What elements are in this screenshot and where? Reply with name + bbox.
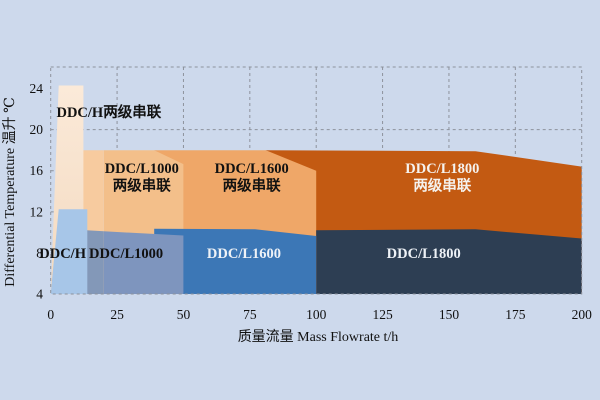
y-axis-title: Differential Temperature 温升 ℃ <box>2 97 18 287</box>
y-tick-label: 8 <box>36 245 43 260</box>
y-tick-label: 4 <box>36 287 43 302</box>
x-tick-label: 100 <box>306 307 327 322</box>
region-label-ddc-h-two-stage: DDC/H两级串联 <box>56 103 161 121</box>
plot-border <box>50 66 583 295</box>
x-tick-label: 175 <box>505 307 526 322</box>
region-label-ddc-l1800-two-stage: 两级串联 <box>413 177 471 195</box>
region-label-ddc-l1000-two-stage: DDC/L1000 <box>105 161 179 177</box>
x-tick-label: 50 <box>177 307 191 322</box>
region-label-ddc-l1800: DDC/L1800 <box>387 246 461 262</box>
region-label-ddc-l1600: DDC/L1600 <box>207 246 281 262</box>
x-tick-label: 75 <box>243 307 257 322</box>
region-label-ddc-l1600-two-stage: DDC/L1600 <box>215 161 289 177</box>
region-label-ddc-l1000: DDC/L1000 <box>89 246 163 262</box>
x-tick-label: 0 <box>47 307 54 322</box>
region-ddc-l1000-right <box>103 231 184 294</box>
x-tick-label: 25 <box>110 307 124 322</box>
region-label-ddc-l1800-two-stage: DDC/L1800 <box>405 161 479 177</box>
x-tick-label: 150 <box>439 307 460 322</box>
y-tick-label: 24 <box>30 81 44 96</box>
x-axis-title: 质量流量 Mass Flowrate t/h <box>238 329 399 345</box>
region-ddc-l1000-left <box>86 230 104 294</box>
region-ddc-l1600 <box>154 228 317 294</box>
region-ddc-l1800 <box>316 229 582 294</box>
region-label-ddc-l1000-two-stage: 两级串联 <box>113 177 171 195</box>
region-label-ddc-l1600-two-stage: 两级串联 <box>223 177 281 195</box>
region-ddc-h <box>50 209 88 294</box>
y-tick-label: 12 <box>30 204 44 219</box>
region-label-ddc-h: DDC/H <box>39 246 86 262</box>
x-tick-label: 200 <box>572 307 593 322</box>
y-tick-label: 16 <box>30 163 44 178</box>
x-tick-label: 125 <box>372 307 393 322</box>
y-tick-label: 20 <box>30 122 44 137</box>
